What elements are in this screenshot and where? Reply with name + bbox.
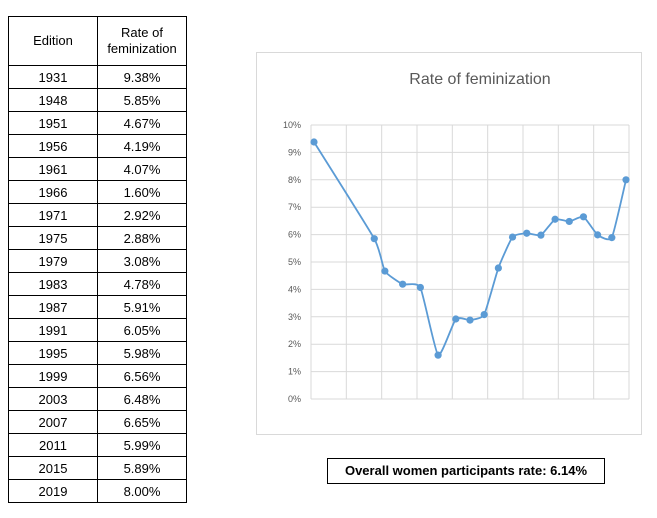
rate-cell: 2.88%	[97, 226, 187, 250]
rate-cell: 6.05%	[97, 318, 187, 342]
data-point	[381, 267, 389, 275]
rate-cell: 2.92%	[97, 203, 187, 227]
y-tick-label: 9%	[288, 147, 301, 157]
y-tick-label: 8%	[288, 175, 301, 185]
data-point	[551, 215, 559, 223]
line-chart: Rate of feminization 0% 1% 2% 3% 4% 5% 6% 7% 8% 9%…	[283, 71, 630, 404]
y-tick-label: 3%	[288, 312, 301, 322]
data-point	[579, 213, 588, 221]
data-point	[452, 315, 460, 323]
rate-cell: 4.07%	[97, 157, 187, 181]
data-point	[622, 176, 630, 184]
rate-cell: 5.89%	[97, 456, 187, 480]
edition-cell: 1948	[8, 88, 98, 112]
table-row: 1975 2.88%	[8, 226, 187, 250]
table-row: 1961 4.07%	[8, 157, 187, 181]
y-tick-label: 10%	[283, 120, 301, 130]
rate-cell: 1.60%	[97, 180, 187, 204]
edition-cell: 2019	[8, 479, 98, 503]
data-point	[466, 316, 474, 324]
y-tick-label: 7%	[288, 202, 301, 212]
rate-cell: 5.91%	[97, 295, 187, 319]
edition-cell: 2011	[8, 433, 98, 457]
table-row: 2011 5.99%	[8, 433, 187, 457]
edition-cell: 1971	[8, 203, 98, 227]
table-row: 1931 9.38%	[8, 65, 187, 89]
rate-cell: 8.00%	[97, 479, 187, 503]
edition-cell: 1931	[8, 65, 98, 89]
edition-cell: 1966	[8, 180, 98, 204]
table-header-row: Edition Rate of feminization	[8, 16, 187, 66]
chart-panel: Rate of feminization 0% 1% 2% 3% 4% 5% 6% 7% 8% 9%…	[256, 52, 642, 435]
edition-cell: 1999	[8, 364, 98, 388]
edition-cell: 1961	[8, 157, 98, 181]
y-tick-label: 6%	[288, 230, 301, 240]
rate-cell: 4.78%	[97, 272, 187, 296]
rate-cell: 6.48%	[97, 387, 187, 411]
header-rate: Rate of feminization	[97, 16, 187, 66]
y-tick-label: 2%	[288, 339, 301, 349]
feminization-table: Edition Rate of feminization 1931 9.38% 19…	[8, 16, 187, 503]
table-row: 2003 6.48%	[8, 387, 187, 411]
y-tick-label: 5%	[288, 257, 301, 267]
y-tick-label: 1%	[288, 367, 301, 377]
data-point	[480, 311, 488, 319]
table-row: 2019 8.00%	[8, 479, 187, 503]
data-point	[508, 233, 517, 241]
edition-cell: 1979	[8, 249, 98, 273]
rate-cell: 5.85%	[97, 88, 187, 112]
table-row: 1987 5.91%	[8, 295, 187, 319]
table-row: 1979 3.08%	[8, 249, 187, 273]
edition-cell: 1987	[8, 295, 98, 319]
y-tick-label: 0%	[288, 394, 301, 404]
edition-cell: 1983	[8, 272, 98, 296]
rate-cell: 5.99%	[97, 433, 187, 457]
table-row: 1983 4.78%	[8, 272, 187, 296]
data-point	[416, 283, 424, 292]
table-row: 1991 6.05%	[8, 318, 187, 342]
table-row: 2007 6.65%	[8, 410, 187, 434]
edition-cell: 1991	[8, 318, 98, 342]
data-point	[310, 138, 318, 146]
table-row: 1966 1.60%	[8, 180, 187, 204]
table-row: 1948 5.85%	[8, 88, 187, 112]
rate-cell: 3.08%	[97, 249, 187, 273]
header-edition: Edition	[8, 16, 98, 66]
edition-cell: 2015	[8, 456, 98, 480]
header-rate-text: Rate of feminization	[107, 25, 177, 56]
data-point	[434, 351, 442, 359]
table-row: 1999 6.56%	[8, 364, 187, 388]
data-point	[594, 231, 602, 239]
rate-cell: 6.56%	[97, 364, 187, 388]
edition-cell: 2003	[8, 387, 98, 411]
data-point	[370, 235, 378, 243]
data-point	[608, 234, 616, 242]
table-row: 1971 2.92%	[8, 203, 187, 227]
edition-cell: 1951	[8, 111, 98, 135]
rate-cell: 5.98%	[97, 341, 187, 365]
y-tick-label: 4%	[288, 284, 301, 294]
data-point	[565, 217, 573, 226]
edition-cell: 1956	[8, 134, 98, 158]
table-row: 1995 5.98%	[8, 341, 187, 365]
edition-cell: 2007	[8, 410, 98, 434]
table-row: 1956 4.19%	[8, 134, 187, 158]
rate-cell: 6.65%	[97, 410, 187, 434]
overall-rate-box: Overall women participants rate: 6.14%	[327, 458, 605, 484]
table-row: 1951 4.67%	[8, 111, 187, 135]
table-row: 2015 5.89%	[8, 456, 187, 480]
rate-cell: 4.19%	[97, 134, 187, 158]
data-point	[537, 231, 545, 239]
rate-cell: 4.67%	[97, 111, 187, 135]
edition-cell: 1975	[8, 226, 98, 250]
rate-cell: 9.38%	[97, 65, 187, 89]
data-point	[523, 229, 531, 237]
chart-title: Rate of feminization	[409, 71, 550, 88]
edition-cell: 1995	[8, 341, 98, 365]
data-point	[494, 264, 502, 272]
data-point	[399, 280, 407, 288]
table-body: 1931 9.38% 1948 5.85% 1951 4.67% 1956 4.19% 1961…	[8, 65, 187, 503]
